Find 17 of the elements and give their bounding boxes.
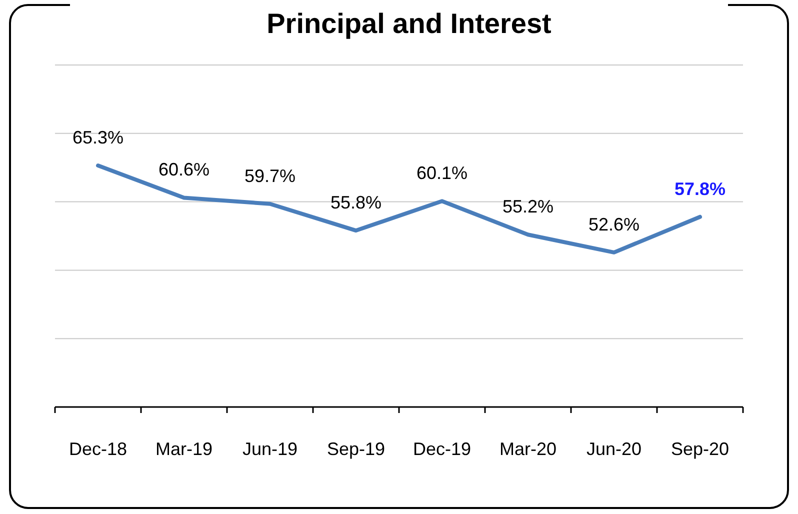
data-label: 59.7% xyxy=(244,166,296,186)
x-tick-label: Sep-19 xyxy=(326,439,386,459)
data-label: 55.2% xyxy=(502,196,554,217)
data-label: 55.8% xyxy=(330,192,382,213)
data-label: 60.1% xyxy=(416,163,468,184)
data-label: 65.3% xyxy=(72,128,124,148)
chart-title: Principal and Interest xyxy=(266,8,552,39)
x-tick-label: Jun-19 xyxy=(242,439,298,459)
data-label: 52.6% xyxy=(588,214,640,234)
data-label: 57.8% xyxy=(674,178,726,199)
x-tick-label: Dec-18 xyxy=(68,439,128,459)
x-tick-label: Dec-19 xyxy=(412,439,472,459)
x-tick-label: Mar-19 xyxy=(155,439,213,459)
x-tick-label: Jun-20 xyxy=(586,439,642,459)
x-tick-label: Sep-20 xyxy=(670,439,730,459)
data-label: 60.6% xyxy=(158,160,210,180)
x-tick-label: Mar-20 xyxy=(499,439,557,459)
